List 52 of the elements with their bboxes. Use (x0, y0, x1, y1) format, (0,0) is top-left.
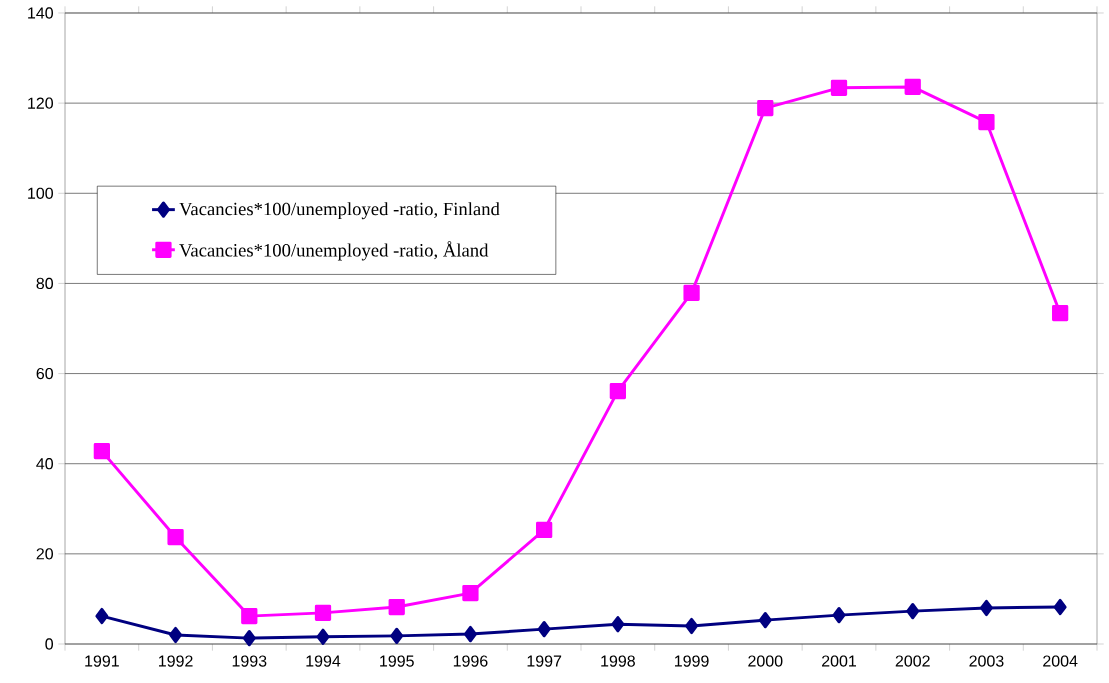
point (536, 521, 553, 539)
x-tick-label: 2004 (1043, 655, 1078, 667)
point (979, 599, 993, 617)
point (906, 602, 920, 620)
y-tick-label: 140 (28, 7, 54, 19)
point (611, 616, 625, 633)
x-tick-label: 1997 (527, 655, 562, 667)
point (390, 627, 404, 645)
y-tick-label: 20 (36, 548, 54, 560)
y-tick-label: 0 (45, 638, 54, 650)
y-tick-label: 60 (36, 367, 54, 380)
point (95, 607, 109, 625)
legend-label: Vacancies*100/unemployed -ratio, Åland (179, 241, 489, 261)
point (683, 284, 700, 302)
point (978, 113, 995, 131)
y-tick-label: 120 (28, 97, 54, 109)
point (388, 598, 405, 616)
point (1052, 305, 1069, 322)
x-tick-label: 1999 (674, 655, 709, 667)
point (758, 611, 772, 629)
x-tick-label: 2000 (748, 655, 783, 667)
point (314, 604, 332, 622)
x-tick-label: 1996 (453, 655, 488, 667)
point (904, 78, 921, 96)
y-tick-label: 80 (36, 277, 54, 290)
point (241, 607, 258, 625)
point (830, 79, 848, 96)
y-tick-label: 100 (28, 187, 54, 199)
point (463, 625, 477, 643)
point (462, 584, 479, 602)
x-tick-label: 1994 (306, 655, 341, 667)
x-tick-label: 2001 (822, 655, 857, 667)
point (316, 628, 330, 645)
x-tick-label: 1998 (601, 655, 635, 667)
point (832, 607, 846, 624)
x-tick-label: 2003 (969, 655, 1004, 667)
point (167, 529, 184, 546)
point (169, 626, 183, 644)
x-tick-label: 1993 (232, 655, 267, 667)
point (1053, 598, 1067, 616)
point (757, 99, 774, 117)
point (685, 617, 699, 635)
x-tick-label: 1992 (158, 655, 193, 667)
point (537, 620, 551, 638)
point (242, 630, 256, 647)
y-tick-label: 40 (36, 458, 54, 470)
x-tick-label: 1995 (380, 655, 414, 667)
x-tick-label: 1991 (85, 655, 119, 667)
point (93, 442, 110, 460)
point (609, 383, 626, 400)
legend-label: Vacancies*100/unemployed -ratio, Finland (179, 202, 500, 220)
x-tick-label: 2002 (895, 655, 930, 667)
